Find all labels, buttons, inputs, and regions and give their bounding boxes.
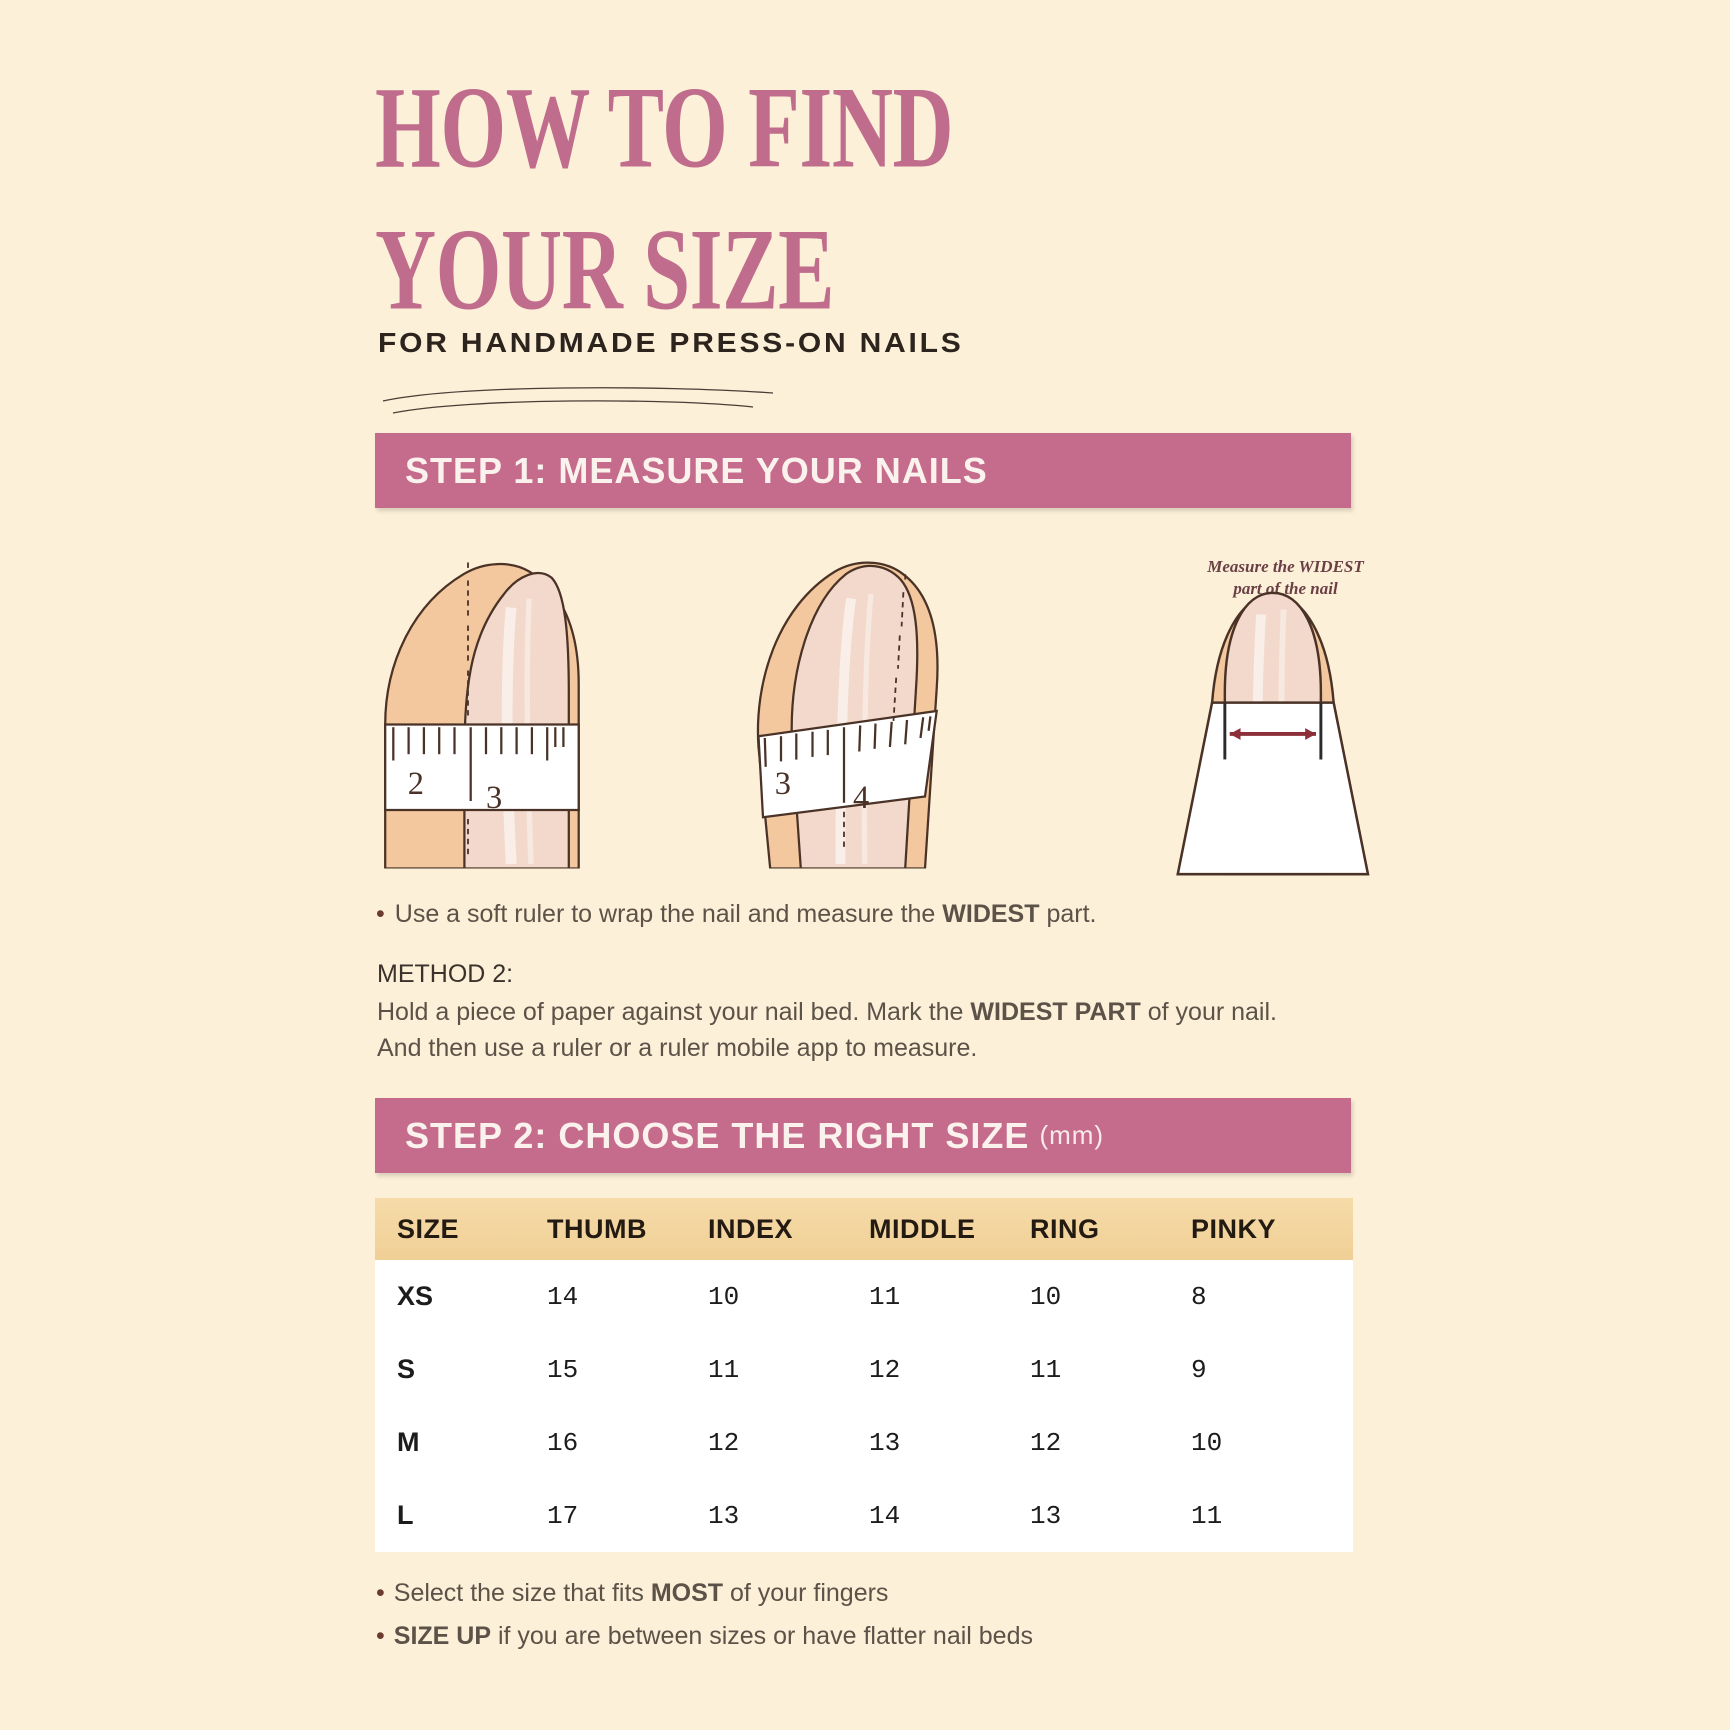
svg-text:3: 3: [486, 780, 502, 816]
svg-text:2: 2: [408, 766, 424, 802]
svg-text:3: 3: [775, 766, 791, 802]
svg-text:4: 4: [853, 780, 869, 816]
